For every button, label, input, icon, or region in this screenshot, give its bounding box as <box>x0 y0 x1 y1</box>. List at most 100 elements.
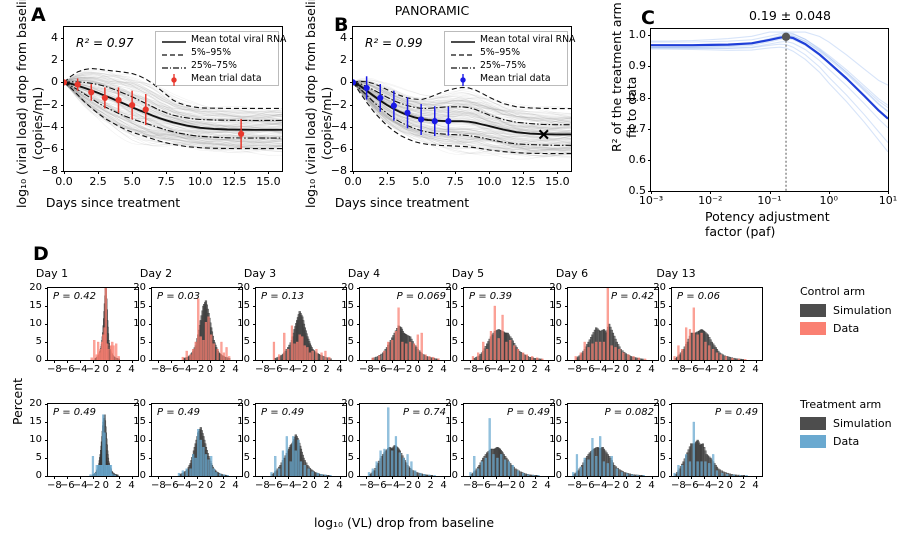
panel-d-xtick-0-6-1: −6 <box>683 364 699 375</box>
panel-d-subplot-1-3 <box>359 403 451 477</box>
panel-d-ytick-1-0-2: 10 <box>29 434 42 445</box>
panel-d-ytick-0-6-3: 5 <box>659 336 666 347</box>
panel-d-column-title-4: Day 5 <box>451 267 485 280</box>
panel-d-xtick-1-5-2: −4 <box>592 480 608 491</box>
panel-d-xtick-1-4-3: −2 <box>501 480 517 491</box>
tick-mark <box>547 360 549 363</box>
tick-mark <box>729 476 731 479</box>
panel-d-ytick-0-5-2: 10 <box>549 318 562 329</box>
panel-d-subplot-0-0 <box>47 287 139 361</box>
panel-d-ytick-1-4-0: 20 <box>445 398 458 409</box>
tick-mark <box>149 360 152 361</box>
tick-mark <box>565 458 568 459</box>
legend-control-data-label: Data <box>833 322 860 335</box>
panel-d-ytick-1-3-4: 0 <box>347 470 354 481</box>
panel-c-ytick-0: 1.0 <box>628 28 647 42</box>
panel-d-ytick-1-6-1: 15 <box>653 416 666 427</box>
panel-d-xtick-0-5-2: −4 <box>592 364 608 375</box>
tick-mark <box>379 360 381 363</box>
tick-mark <box>651 191 652 194</box>
tick-mark <box>669 324 672 325</box>
tick-mark <box>392 360 394 363</box>
tick-mark <box>625 476 627 479</box>
tick-mark <box>67 360 69 363</box>
tick-mark <box>648 159 651 161</box>
legend-control-data-swatch <box>800 322 826 335</box>
panel-d-ytick-0-3-0: 20 <box>341 282 354 293</box>
tick-mark <box>405 360 406 363</box>
panel-d-subplot-0-6 <box>671 287 763 361</box>
tick-mark <box>678 476 680 479</box>
panel-d-xtick-1-3-3: −2 <box>397 480 413 491</box>
panel-d-xtick-1-0-1: −6 <box>59 480 75 491</box>
tick-mark <box>64 171 65 174</box>
tick-mark <box>534 360 536 363</box>
panel-d-xtick-0-0-5: 2 <box>115 364 122 375</box>
panel-d-ytick-0-5-3: 5 <box>555 336 562 347</box>
panel-d-xtick-1-2-1: −6 <box>267 480 283 491</box>
panel-d-xtick-0-2-1: −6 <box>267 364 283 375</box>
panel-d-xtick-1-6-6: 4 <box>752 480 759 491</box>
tick-mark <box>357 360 360 361</box>
tick-mark <box>197 360 198 363</box>
panel-d-ytick-0-4-1: 15 <box>445 300 458 311</box>
panel-d-ytick-1-6-4: 0 <box>659 470 666 481</box>
a-xtick-2: 5.0 <box>123 175 141 188</box>
panel-d-ytick-0-4-3: 5 <box>451 336 458 347</box>
panel-d-xtick-1-4-0: −8 <box>463 480 478 491</box>
panel-d-xtick-1-2-4: 0 <box>310 480 318 491</box>
panel-a-canvas <box>64 67 282 156</box>
panel-d-ytick-1-6-0: 20 <box>653 398 666 409</box>
tick-mark <box>470 476 472 479</box>
a-ytick-4: −4 <box>41 119 58 133</box>
tick-mark <box>45 476 48 477</box>
tick-mark <box>565 360 568 361</box>
b-ytick-4: −4 <box>330 119 347 133</box>
panel-d-ytick-0-5-0: 20 <box>549 282 562 293</box>
panel-d-xtick-1-0-0: −8 <box>47 480 62 491</box>
b-xtick-1: 2.5 <box>378 175 396 188</box>
tick-mark <box>357 342 360 343</box>
panel-d-xtick-0-0-3: −2 <box>85 364 101 375</box>
tick-mark <box>253 476 256 477</box>
tick-mark <box>717 476 718 479</box>
tick-mark <box>353 171 354 174</box>
tick-mark <box>704 476 706 479</box>
tick-mark <box>729 360 731 363</box>
panel-b-legend-label-1: 5%–95% <box>480 47 521 58</box>
legend-treatment-sim-swatch <box>800 417 826 430</box>
b-xtick-0: 0.0 <box>344 175 362 188</box>
panel-d-pvalue-0-2: P = 0.13 <box>261 291 305 302</box>
legend-treatment-arm: Treatment arm Simulation Data <box>800 398 892 448</box>
histogram-canvas <box>270 434 332 476</box>
a-xtick-5: 12.5 <box>222 175 247 188</box>
panel-d-ytick-0-4-2: 10 <box>445 318 458 329</box>
tick-mark <box>669 458 672 459</box>
histogram-canvas <box>673 421 748 476</box>
panel-d-xtick-0-0-6: 4 <box>128 364 135 375</box>
panel-d-xtick-0-3-2: −4 <box>384 364 400 375</box>
tick-mark <box>149 342 152 343</box>
panel-d-xtick-1-4-2: −4 <box>488 480 504 491</box>
panel-d-subplot-0-3 <box>359 287 451 361</box>
panel-a-legend-label-2: 25%–75% <box>191 60 237 71</box>
tick-mark <box>565 288 568 289</box>
panel-d-ytick-1-3-0: 20 <box>341 398 354 409</box>
panel-c-title: 0.19 ± 0.048 <box>748 8 832 23</box>
panel-d-subplot-0-2 <box>255 287 347 361</box>
tick-mark <box>253 404 256 405</box>
panel-d-column-title-3: Day 4 <box>347 267 381 280</box>
tick-mark <box>461 476 464 477</box>
tick-mark <box>235 360 237 363</box>
tick-mark <box>417 476 419 479</box>
panel-d-ytick-0-6-1: 15 <box>653 300 666 311</box>
a-ytick-5: −6 <box>41 141 58 155</box>
tick-mark <box>565 476 568 477</box>
panel-d-pvalue-0-6: P = 0.06 <box>677 291 721 302</box>
panel-b-letter: B <box>334 14 349 36</box>
panel-d-xtick-1-0-3: −2 <box>85 480 101 491</box>
tick-mark <box>455 171 457 174</box>
tick-mark <box>288 360 290 363</box>
tick-mark <box>149 458 152 459</box>
tick-mark <box>313 360 315 363</box>
